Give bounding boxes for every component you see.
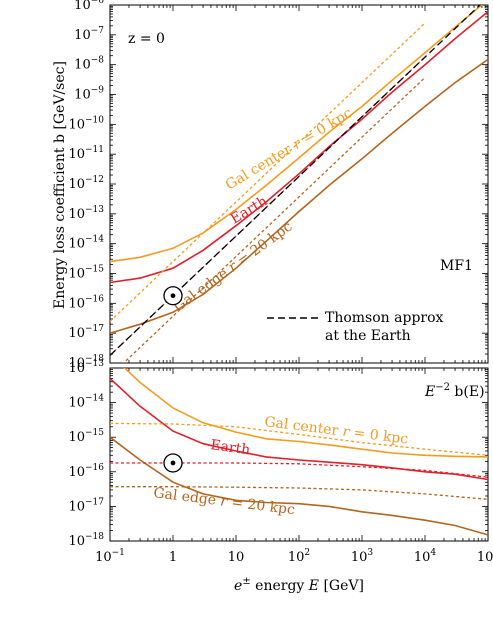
x-axis-title-energy: energy xyxy=(251,578,309,594)
y-tick-label: 10−7 xyxy=(74,26,104,43)
y-tick-label: 10−13 xyxy=(68,359,104,376)
panel-bottom-series xyxy=(110,368,488,536)
x-axis-title-e: e xyxy=(234,578,242,594)
series-solid-earth xyxy=(110,377,488,481)
thomson-legend-line2: at the Earth xyxy=(325,328,411,344)
series-dotted-center xyxy=(110,22,426,322)
series-dotted-center xyxy=(110,422,488,456)
y-tick-label: 10−6 xyxy=(74,0,104,13)
earth-symbol-dot xyxy=(170,460,176,466)
bottom-edge-label: Gal edge r = 20 kpc xyxy=(153,485,296,518)
x-axis-title-unit: [GeV] xyxy=(319,578,364,594)
y-tick-label: 10−12 xyxy=(68,175,104,192)
panel-top-marks: 10−18 10−17 10−16 10−15 10−14 10−13 10−12 10−11… xyxy=(68,0,489,371)
y-tick-label: 10−14 xyxy=(68,394,104,411)
x-tick-label: 102 xyxy=(288,548,310,565)
bottom-panel-label-E: E xyxy=(424,384,435,400)
y-tick-label: 10−17 xyxy=(68,497,104,514)
panel-bottom-marks: 10−18 10−17 10−16 10−15 10−14 10−13 10−1 1 10 102… xyxy=(68,359,493,565)
series-dashed-thomson xyxy=(110,5,481,356)
series-solid-earth xyxy=(110,10,488,284)
y-tick-label: 10−8 xyxy=(74,56,104,73)
x-tick-label: 105 xyxy=(477,548,493,565)
y-tick-label: 10−14 xyxy=(68,235,104,252)
bottom-earth-label: Earth xyxy=(209,437,251,458)
y-tick-label: 10−13 xyxy=(68,205,104,222)
y-tick-label: 10−15 xyxy=(68,265,104,282)
chart-marks: 10−1810−1710−1610−1510−1410−1310−1210−11… xyxy=(68,0,493,565)
bottom-center-label-b: = 0 kpc xyxy=(348,424,409,447)
series-solid-center xyxy=(110,5,483,263)
x-tick-label: 104 xyxy=(414,548,437,565)
y-tick-label: 10−15 xyxy=(68,428,104,445)
x-axis-title-E: E xyxy=(308,578,319,594)
bottom-edge-label-a: Gal edge xyxy=(153,485,222,509)
y-axis-title: Energy loss coefficient b [GeV/sec] xyxy=(52,61,68,309)
top-edge-label: Gal edge r = 20 kpc xyxy=(171,219,296,316)
y-tick-label: 10−17 xyxy=(68,324,104,341)
x-tick-label: 1 xyxy=(169,550,177,565)
thomson-legend-line1: Thomson approx xyxy=(325,310,444,326)
bottom-panel-label-b: b(E) xyxy=(450,384,485,400)
bottom-center-label-r: r xyxy=(342,424,352,441)
y-tick-label: 10−10 xyxy=(68,115,104,132)
y-tick-label: 10−18 xyxy=(68,354,104,371)
bottom-panel-label: E−2 b(E) xyxy=(424,382,485,400)
bottom-edge-label-r: r xyxy=(219,493,229,510)
series-solid-edge xyxy=(110,436,488,536)
earth-symbol-dot xyxy=(170,293,176,299)
top-center-label-a: Gal center xyxy=(223,139,299,193)
x-tick-label: 103 xyxy=(351,548,374,565)
y-tick-label: 10−16 xyxy=(68,463,104,480)
series-solid-edge xyxy=(110,58,488,334)
panel-top-series xyxy=(110,5,488,363)
x-tick-label: 10 xyxy=(228,550,245,565)
y-tick-label: 10−9 xyxy=(74,86,104,103)
bottom-center-label: Gal center r = 0 kpc xyxy=(264,414,410,448)
series-solid-center xyxy=(123,368,488,458)
x-tick-label: 10−1 xyxy=(95,548,125,565)
series-dotted-edge xyxy=(110,486,488,500)
y-tick-label: 10−16 xyxy=(68,294,104,311)
y-tick-label: 10−18 xyxy=(68,532,104,549)
bottom-edge-label-b: = 20 kpc xyxy=(226,494,296,518)
mf-label: MF1 xyxy=(440,258,473,274)
bottom-panel-label-exp: −2 xyxy=(435,382,450,393)
x-axis-title-sup: ± xyxy=(242,576,250,587)
series-dotted-edge xyxy=(122,77,426,363)
z-label: z = 0 xyxy=(128,31,165,47)
top-center-label-b: = 0 kpc xyxy=(296,105,355,149)
x-axis-title: e± energy E [GeV] xyxy=(234,576,364,594)
y-tick-label: 10−11 xyxy=(68,145,104,162)
